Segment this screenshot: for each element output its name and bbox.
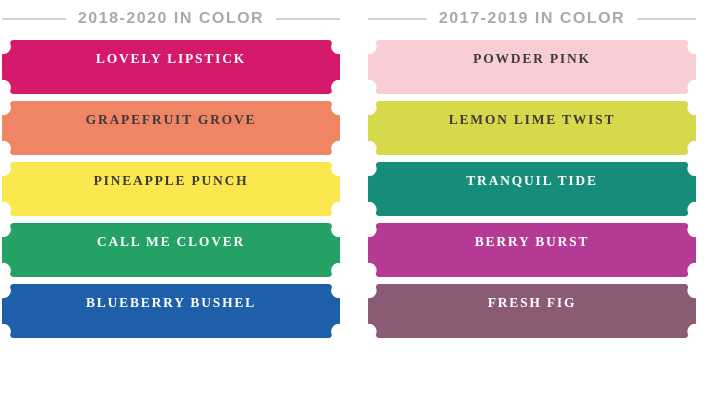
swatch-label: TRANQUIL TIDE: [466, 173, 598, 188]
header-rule-right: [637, 18, 696, 20]
header-rule-left: [368, 18, 427, 20]
swatch-grapefruit-grove: GRAPEFRUIT GROVE: [2, 101, 340, 155]
swatch-label: POWDER PINK: [473, 51, 591, 66]
swatch-label: GRAPEFRUIT GROVE: [85, 112, 257, 127]
swatch-label: PINEAPPLE PUNCH: [93, 173, 249, 188]
column-title: 2018-2020 IN COLOR: [77, 10, 265, 27]
label-ticket-shape: [2, 223, 340, 277]
column-2017-2019: 2017-2019 IN COLOR POWDER PINK LEMON LIM…: [368, 0, 696, 419]
label-ticket-shape: [2, 40, 340, 94]
label-ticket-shape: [2, 101, 340, 155]
swatch-powder-pink: POWDER PINK: [368, 40, 696, 94]
swatch-lovely-lipstick: LOVELY LIPSTICK: [2, 40, 340, 94]
header-rule-right: [276, 18, 340, 20]
swatch-label: LEMON LIME TWIST: [448, 112, 616, 127]
swatch-lemon-lime-twist: LEMON LIME TWIST: [368, 101, 696, 155]
label-ticket-shape: [368, 223, 696, 277]
label-ticket-shape: [368, 40, 696, 94]
column-header-2018-2020: 2018-2020 IN COLOR: [2, 8, 340, 30]
label-ticket-shape: [368, 101, 696, 155]
swatch-label: BERRY BURST: [474, 234, 590, 249]
header-rule-left: [2, 18, 66, 20]
label-ticket-shape: [2, 284, 340, 338]
swatch-fresh-fig: FRESH FIG: [368, 284, 696, 338]
label-ticket-shape: [368, 162, 696, 216]
swatch-tranquil-tide: TRANQUIL TIDE: [368, 162, 696, 216]
swatch-label: LOVELY LIPSTICK: [95, 51, 247, 66]
label-ticket-shape: [368, 284, 696, 338]
swatch-pineapple-punch: PINEAPPLE PUNCH: [2, 162, 340, 216]
label-ticket-shape: [2, 162, 340, 216]
swatch-blueberry-bushel: BLUEBERRY BUSHEL: [2, 284, 340, 338]
column-2018-2020: 2018-2020 IN COLOR LOVELY LIPSTICK GRAPE…: [2, 0, 340, 419]
swatch-call-me-clover: CALL ME CLOVER: [2, 223, 340, 277]
column-title: 2017-2019 IN COLOR: [438, 10, 626, 27]
swatch-berry-burst: BERRY BURST: [368, 223, 696, 277]
swatch-label: CALL ME CLOVER: [96, 234, 246, 249]
swatch-label: FRESH FIG: [487, 295, 577, 310]
swatch-label: BLUEBERRY BUSHEL: [86, 295, 256, 310]
column-header-2017-2019: 2017-2019 IN COLOR: [368, 8, 696, 30]
